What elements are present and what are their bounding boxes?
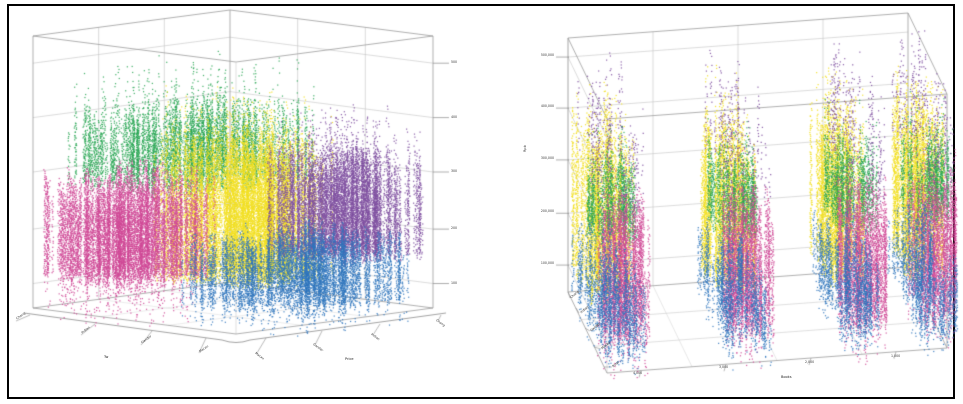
left-y-tick-label: Chang xyxy=(15,311,27,321)
right-z-axis-title: Rpb xyxy=(523,145,527,152)
left-z-tick-label: 200 xyxy=(451,226,458,231)
left-y-tick-label: Indian xyxy=(80,325,91,335)
left-y-tick-label: Macau xyxy=(198,344,210,354)
left-z-tick-label: 300 xyxy=(451,169,458,173)
right-y-tick-label: Macau xyxy=(600,340,611,351)
right-y-tick-label: Chang xyxy=(569,289,580,300)
right-y-tick-label: Rizal xyxy=(611,360,620,369)
left-x-tick-label: Chang xyxy=(435,318,446,328)
right-z-tick-label: 200,000 xyxy=(540,209,554,214)
left-z-tick-label: 500 xyxy=(451,60,458,65)
left-z-tick-label: 400 xyxy=(451,114,458,119)
right-z-tick-label: 100,000 xyxy=(540,261,554,266)
right-x-tick-label: 3,000 xyxy=(719,365,729,369)
right-x-tick-label: 4,000 xyxy=(633,371,643,375)
left-y-tick-label: Gander xyxy=(140,334,153,345)
right-y-tick-label: Gander xyxy=(589,321,601,333)
right-z-tick-label: 400,000 xyxy=(540,104,554,109)
right-x-tick-label: 1,000 xyxy=(891,354,901,358)
left-z-tick-label: 100 xyxy=(451,280,458,285)
left-x-tick-label: Macau xyxy=(254,351,266,361)
right-z-tick-label: 500,000 xyxy=(540,53,554,58)
right-y-tick-label: Indian xyxy=(579,304,590,315)
right-x-tick-label: 2,000 xyxy=(805,360,815,364)
right-z-tick-label: 300,000 xyxy=(540,155,554,160)
left-y-axis-title: Tw xyxy=(104,355,109,359)
left-x-tick-label: Indian xyxy=(370,332,381,342)
right-x-axis-title: Books xyxy=(781,375,792,379)
left-x-axis-title: Price xyxy=(345,357,354,361)
left-x-tick-label: Gander xyxy=(312,342,325,353)
